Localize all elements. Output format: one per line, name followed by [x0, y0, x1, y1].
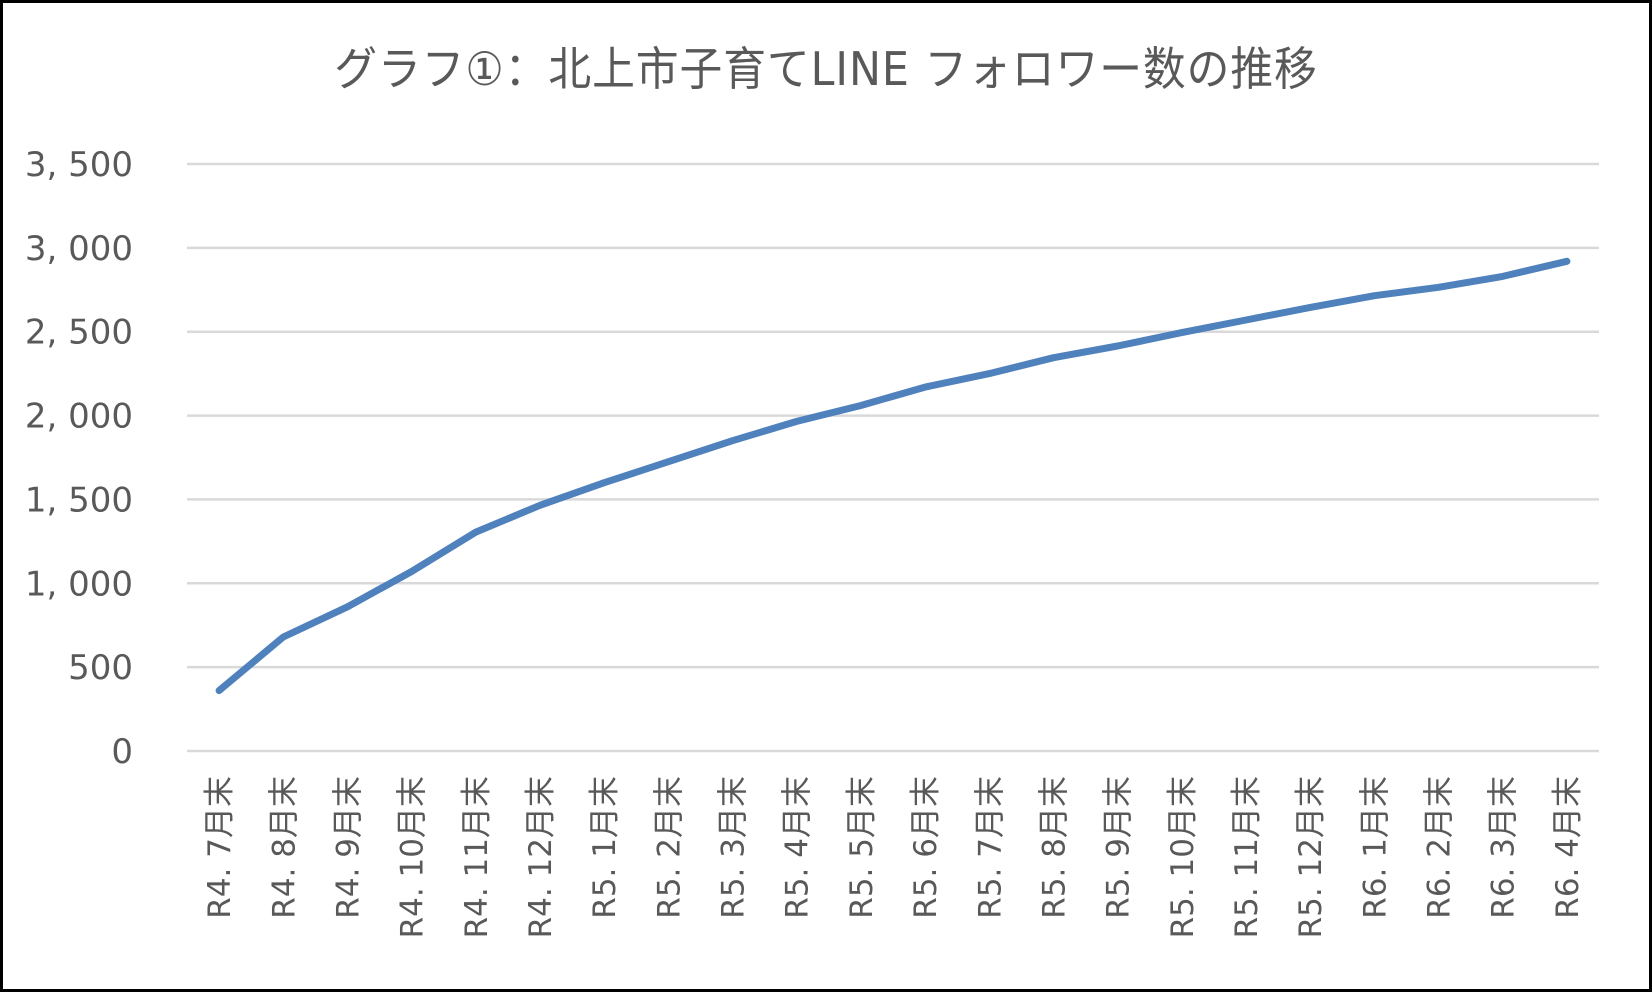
x-tick-label: R5. 3月末 — [716, 776, 752, 919]
x-tick-label: R6. 2月末 — [1422, 776, 1458, 919]
x-tick-label: R5. 10月末 — [1165, 776, 1201, 938]
y-tick-label: 3, 000 — [25, 229, 133, 269]
y-tick-label: 0 — [111, 732, 133, 772]
x-tick-label: R6. 4月末 — [1550, 776, 1586, 919]
x-tick-label: R4. 11月末 — [459, 776, 495, 938]
y-tick-label: 1, 500 — [25, 480, 133, 520]
x-tick-label: R4. 7月末 — [202, 776, 238, 919]
x-tick-label: R5. 8月末 — [1036, 776, 1072, 919]
x-tick-label: R5. 4月末 — [780, 776, 816, 919]
y-tick-label: 3, 500 — [25, 145, 133, 185]
x-tick-label: R5. 7月末 — [972, 776, 1008, 919]
x-tick-label: R4. 8月末 — [266, 776, 302, 919]
x-tick-label: R5. 2月末 — [651, 776, 687, 919]
x-tick-label: R6. 1月末 — [1357, 776, 1393, 919]
y-axis-labels: 0 500 1, 000 1, 500 2, 000 2, 500 3, 000 3, 500 — [25, 145, 133, 772]
x-tick-label: R5. 5月末 — [844, 776, 880, 919]
series-layer — [215, 257, 1571, 695]
y-tick-label: 1, 000 — [25, 564, 133, 604]
gridlines — [187, 162, 1599, 753]
x-tick-label: R5. 12月末 — [1293, 776, 1329, 938]
x-tick-label: R5. 1月末 — [587, 776, 623, 919]
x-tick-label: R4. 12月末 — [523, 776, 559, 938]
x-tick-label: R6. 3月末 — [1486, 776, 1522, 919]
x-tick-label: R5. 11月末 — [1229, 776, 1265, 938]
series-line — [215, 257, 1571, 695]
x-tick-label: R4. 9月末 — [330, 776, 366, 919]
x-tick-label: R5. 6月末 — [908, 776, 944, 919]
x-tick-label: R4. 10月末 — [395, 776, 431, 938]
y-tick-label: 2, 500 — [25, 313, 133, 353]
x-tick-label: R5. 9月末 — [1101, 776, 1137, 919]
chart-title: グラフ①：北上市子育てLINE フォロワー数の推移 — [334, 42, 1318, 96]
y-tick-label: 2, 000 — [25, 397, 133, 437]
y-tick-label: 500 — [68, 648, 133, 688]
x-axis-labels: R4. 7月末 R4. 8月末 R4. 9月末 R4. 10月末 R4. 11月末 R4.… — [202, 776, 1586, 938]
